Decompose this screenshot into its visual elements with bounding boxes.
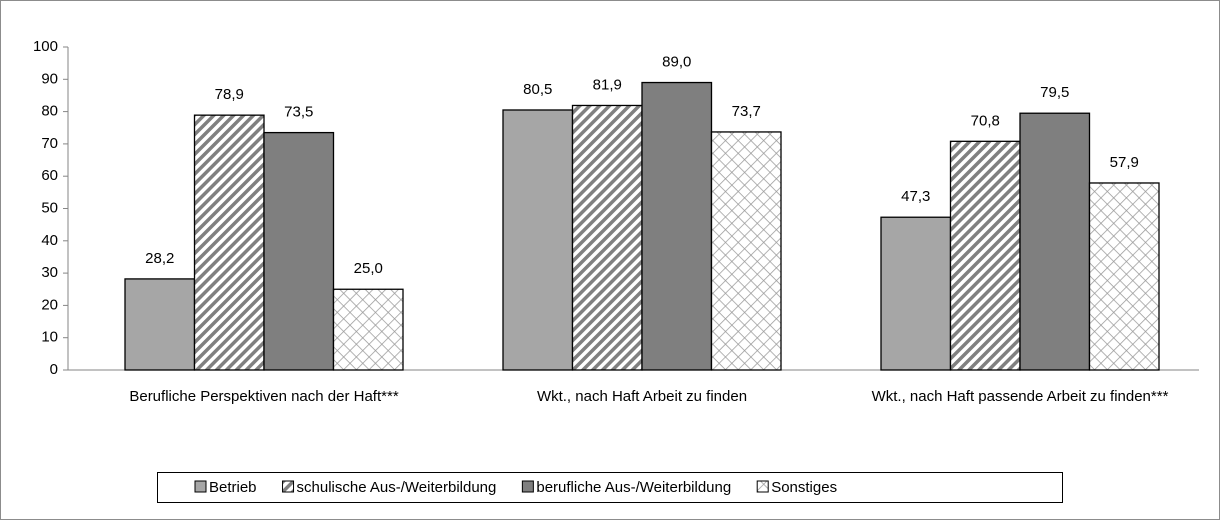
y-tick-label: 20 [41, 296, 58, 313]
bar [1019, 112, 1091, 371]
x-tick-label: Wkt., nach Haft Arbeit zu finden [537, 388, 747, 405]
bar [880, 216, 952, 371]
value-label: 57,9 [1110, 154, 1139, 171]
value-label: 73,7 [732, 103, 761, 120]
y-tick-label: 100 [33, 38, 58, 55]
bar [710, 131, 782, 371]
y-tick-label: 0 [50, 361, 58, 378]
bar [193, 114, 265, 371]
bar [571, 104, 643, 371]
y-tick-label: 30 [41, 264, 58, 281]
bar [641, 81, 713, 371]
value-label: 28,2 [145, 250, 174, 267]
legend-swatch [521, 480, 534, 493]
legend-swatch [282, 480, 295, 493]
value-label: 79,5 [1040, 84, 1069, 101]
legend-label: Betrieb [209, 479, 257, 496]
value-label: 89,0 [662, 53, 691, 70]
legend-swatch [756, 480, 769, 493]
y-tick-label: 80 [41, 103, 58, 120]
y-tick-label: 60 [41, 167, 58, 184]
legend-label: Sonstiges [771, 479, 837, 496]
bar [124, 278, 196, 371]
value-label: 73,5 [284, 104, 313, 121]
value-label: 81,9 [593, 76, 622, 93]
value-label: 80,5 [523, 81, 552, 98]
y-tick-label: 90 [41, 70, 58, 87]
y-tick-label: 40 [41, 232, 58, 249]
bar [332, 288, 404, 371]
bar [1088, 182, 1160, 371]
legend-swatch [194, 480, 207, 493]
x-tick-label: Wkt., nach Haft passende Arbeit zu finde… [872, 388, 1169, 405]
legend-box [157, 472, 1063, 503]
value-label: 70,8 [971, 112, 1000, 129]
x-tick-label: Berufliche Perspektiven nach der Haft*** [129, 388, 398, 405]
value-label: 47,3 [901, 188, 930, 205]
bar [263, 131, 335, 371]
value-label: 25,0 [354, 260, 383, 277]
legend-label: berufliche Aus-/Weiterbildung [536, 479, 731, 496]
y-tick-label: 70 [41, 135, 58, 152]
y-tick-label: 50 [41, 199, 58, 216]
legend-label: schulische Aus-/Weiterbildung [297, 479, 497, 496]
bar [949, 140, 1021, 371]
y-tick-label: 10 [41, 329, 58, 346]
bar [502, 109, 574, 371]
value-label: 78,9 [215, 86, 244, 103]
